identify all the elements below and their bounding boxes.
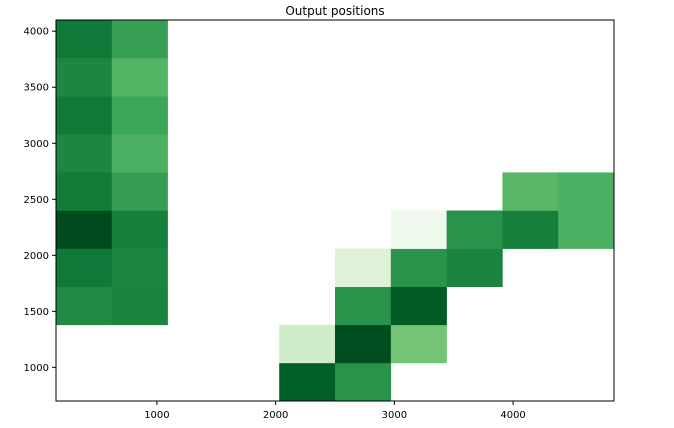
x-tick-label: 1000 — [144, 410, 169, 421]
y-tick-label: 1500 — [24, 307, 49, 318]
x-tick-label: 2000 — [263, 410, 288, 421]
heatmap-cell — [111, 134, 168, 173]
heatmap-cell — [56, 20, 113, 59]
heatmap-cell — [446, 248, 503, 287]
heatmap-cell — [111, 286, 168, 326]
y-tick-label: 2500 — [24, 195, 49, 206]
heatmap-cell — [279, 324, 336, 364]
y-tick-label: 3000 — [24, 139, 49, 150]
heatmap-cell — [335, 324, 392, 364]
heatmap-cell — [335, 362, 392, 402]
heatmap-cell — [111, 210, 168, 249]
heatmap-cell — [279, 362, 336, 402]
heatmap-cell — [390, 248, 447, 287]
heatmap-cell — [56, 58, 113, 97]
x-axis: 1000 2000 3000 4000 — [144, 401, 526, 421]
heatmap-cells — [56, 20, 615, 402]
heatmap-cell — [56, 172, 113, 211]
x-tick-label: 4000 — [500, 410, 525, 421]
heatmap-cell — [558, 172, 615, 211]
heatmap-cell — [111, 248, 168, 287]
heatmap-cell — [335, 286, 392, 326]
heatmap-cell — [56, 134, 113, 173]
heatmap-cell — [111, 20, 168, 59]
heatmap-cell — [56, 286, 113, 326]
heatmap-cell — [502, 172, 559, 211]
heatmap-cell — [446, 210, 503, 249]
heatmap-cell — [111, 172, 168, 211]
x-tick-label: 3000 — [382, 410, 407, 421]
y-tick-label: 2000 — [24, 251, 49, 262]
heatmap-cell — [390, 324, 447, 364]
heatmap-cell — [558, 210, 615, 249]
heatmap-cell — [56, 248, 113, 287]
heatmap-cell — [502, 210, 559, 249]
heatmap-cell — [56, 210, 113, 249]
y-tick-label: 1000 — [24, 363, 49, 374]
y-axis: 1000 1500 2000 2500 3000 3500 4000 — [24, 27, 56, 374]
heatmap-cell — [335, 248, 392, 287]
chart-title: Output positions — [285, 4, 384, 18]
heatmap-cell — [56, 96, 113, 135]
y-tick-label: 3500 — [24, 83, 49, 94]
heatmap-cell — [111, 96, 168, 135]
y-tick-label: 4000 — [24, 27, 49, 38]
heatmap-cell — [111, 58, 168, 97]
heatmap-cell — [390, 210, 447, 249]
heatmap-cell — [390, 286, 447, 326]
plot-frame — [55, 19, 615, 402]
